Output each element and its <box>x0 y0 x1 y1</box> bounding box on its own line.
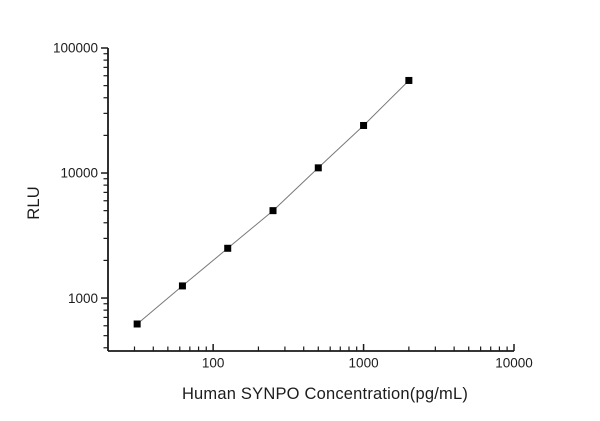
axis-ticks <box>101 47 515 351</box>
data-point-marker <box>360 121 368 129</box>
data-point-marker <box>314 164 322 172</box>
x-tick-label: 10000 <box>495 356 533 371</box>
axes <box>107 48 514 352</box>
data-point-marker <box>133 320 141 328</box>
data-point-marker <box>405 76 413 84</box>
y-tick-label: 10000 <box>60 166 98 181</box>
x-tick-label: 1000 <box>349 356 379 371</box>
data-series <box>133 76 413 328</box>
y-axis-label: RLU <box>25 186 43 220</box>
y-tick-label: 100000 <box>53 41 98 56</box>
y-tick-label: 1000 <box>68 291 98 306</box>
data-point-marker <box>178 282 186 290</box>
data-point-marker <box>269 207 277 215</box>
tick-labels: 100 1000 10000 1000 10000 100000 <box>53 41 533 371</box>
x-axis-label: Human SYNPO Concentration(pg/mL) <box>182 385 468 403</box>
data-point-marker <box>224 244 232 252</box>
series-line <box>136 80 410 325</box>
x-tick-label: 100 <box>202 356 225 371</box>
